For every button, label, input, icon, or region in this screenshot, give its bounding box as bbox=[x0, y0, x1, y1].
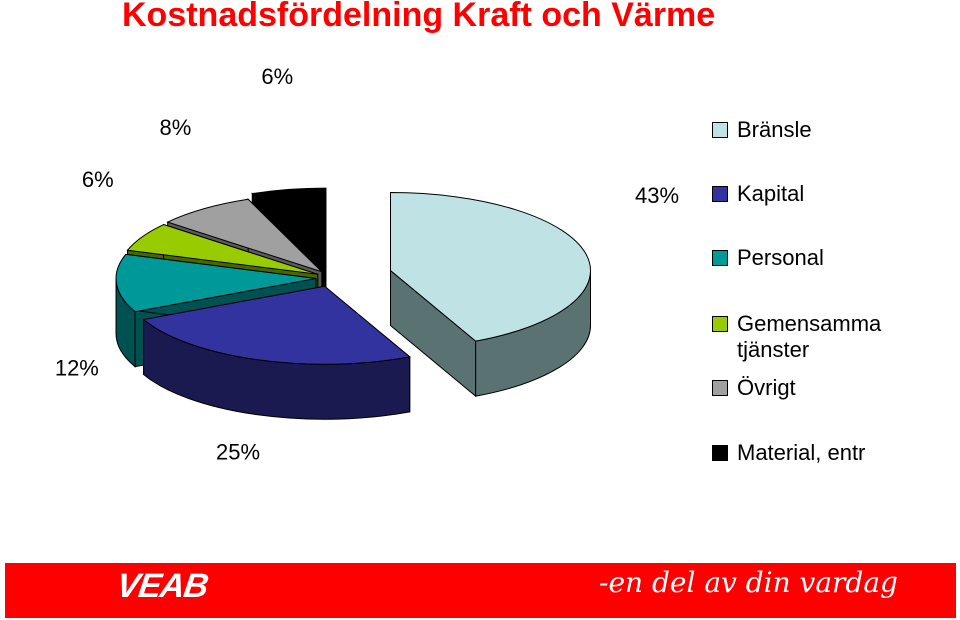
legend-label: Gemensamma tjänster bbox=[737, 311, 882, 362]
pie-chart: 43% 25% 12% 6% 8% 6% bbox=[55, 64, 679, 464]
legend-item-3: Gemensamma tjänster bbox=[712, 311, 937, 363]
pie-slice-top-0 bbox=[390, 192, 591, 342]
legend-swatch bbox=[712, 316, 728, 332]
legend-swatch bbox=[712, 250, 728, 266]
footer-slogan: -en del av din vardag bbox=[599, 566, 898, 599]
legend-swatch bbox=[712, 445, 728, 461]
legend-item-0: Bränsle bbox=[712, 117, 937, 143]
pie-slice-top-1 bbox=[142, 285, 411, 365]
legend-label: Personal bbox=[737, 245, 824, 270]
legend-label: Kapital bbox=[737, 181, 805, 206]
page-title: Kostnadsfördelning Kraft och Värme bbox=[122, 0, 716, 34]
data-label-4: 8% bbox=[160, 115, 192, 140]
legend-item-2: Personal bbox=[712, 245, 937, 271]
data-label-3: 6% bbox=[82, 167, 114, 192]
legend-label: Material, entr bbox=[737, 440, 866, 465]
data-label-1: 25% bbox=[216, 439, 260, 464]
legend-label: Övrigt bbox=[737, 375, 796, 400]
pie-slice-top-4 bbox=[166, 198, 323, 273]
data-label-5: 6% bbox=[261, 64, 293, 89]
chart-legend: Bränsle Kapital Personal Gemensamma tjänste… bbox=[712, 0, 952, 500]
legend-swatch bbox=[712, 380, 728, 396]
pie-slice-top-2 bbox=[115, 253, 317, 313]
data-label-2: 12% bbox=[55, 355, 99, 380]
data-label-0: 43% bbox=[635, 183, 679, 208]
legend-swatch bbox=[712, 122, 728, 138]
footer-banner: VEAB -en del av din vardag bbox=[5, 563, 956, 618]
pie-slice-top-5 bbox=[251, 187, 327, 268]
legend-item-4: Övrigt bbox=[712, 375, 937, 401]
pie-slice-1 bbox=[142, 285, 411, 420]
legend-item-5: Material, entr bbox=[712, 440, 937, 466]
legend-item-1: Kapital bbox=[712, 181, 937, 207]
pie-slice-0 bbox=[390, 192, 592, 398]
legend-swatch bbox=[712, 186, 728, 202]
pie-slice-top-3 bbox=[126, 224, 318, 275]
legend-label: Bränsle bbox=[737, 117, 812, 142]
veab-logo: VEAB bbox=[114, 567, 211, 605]
